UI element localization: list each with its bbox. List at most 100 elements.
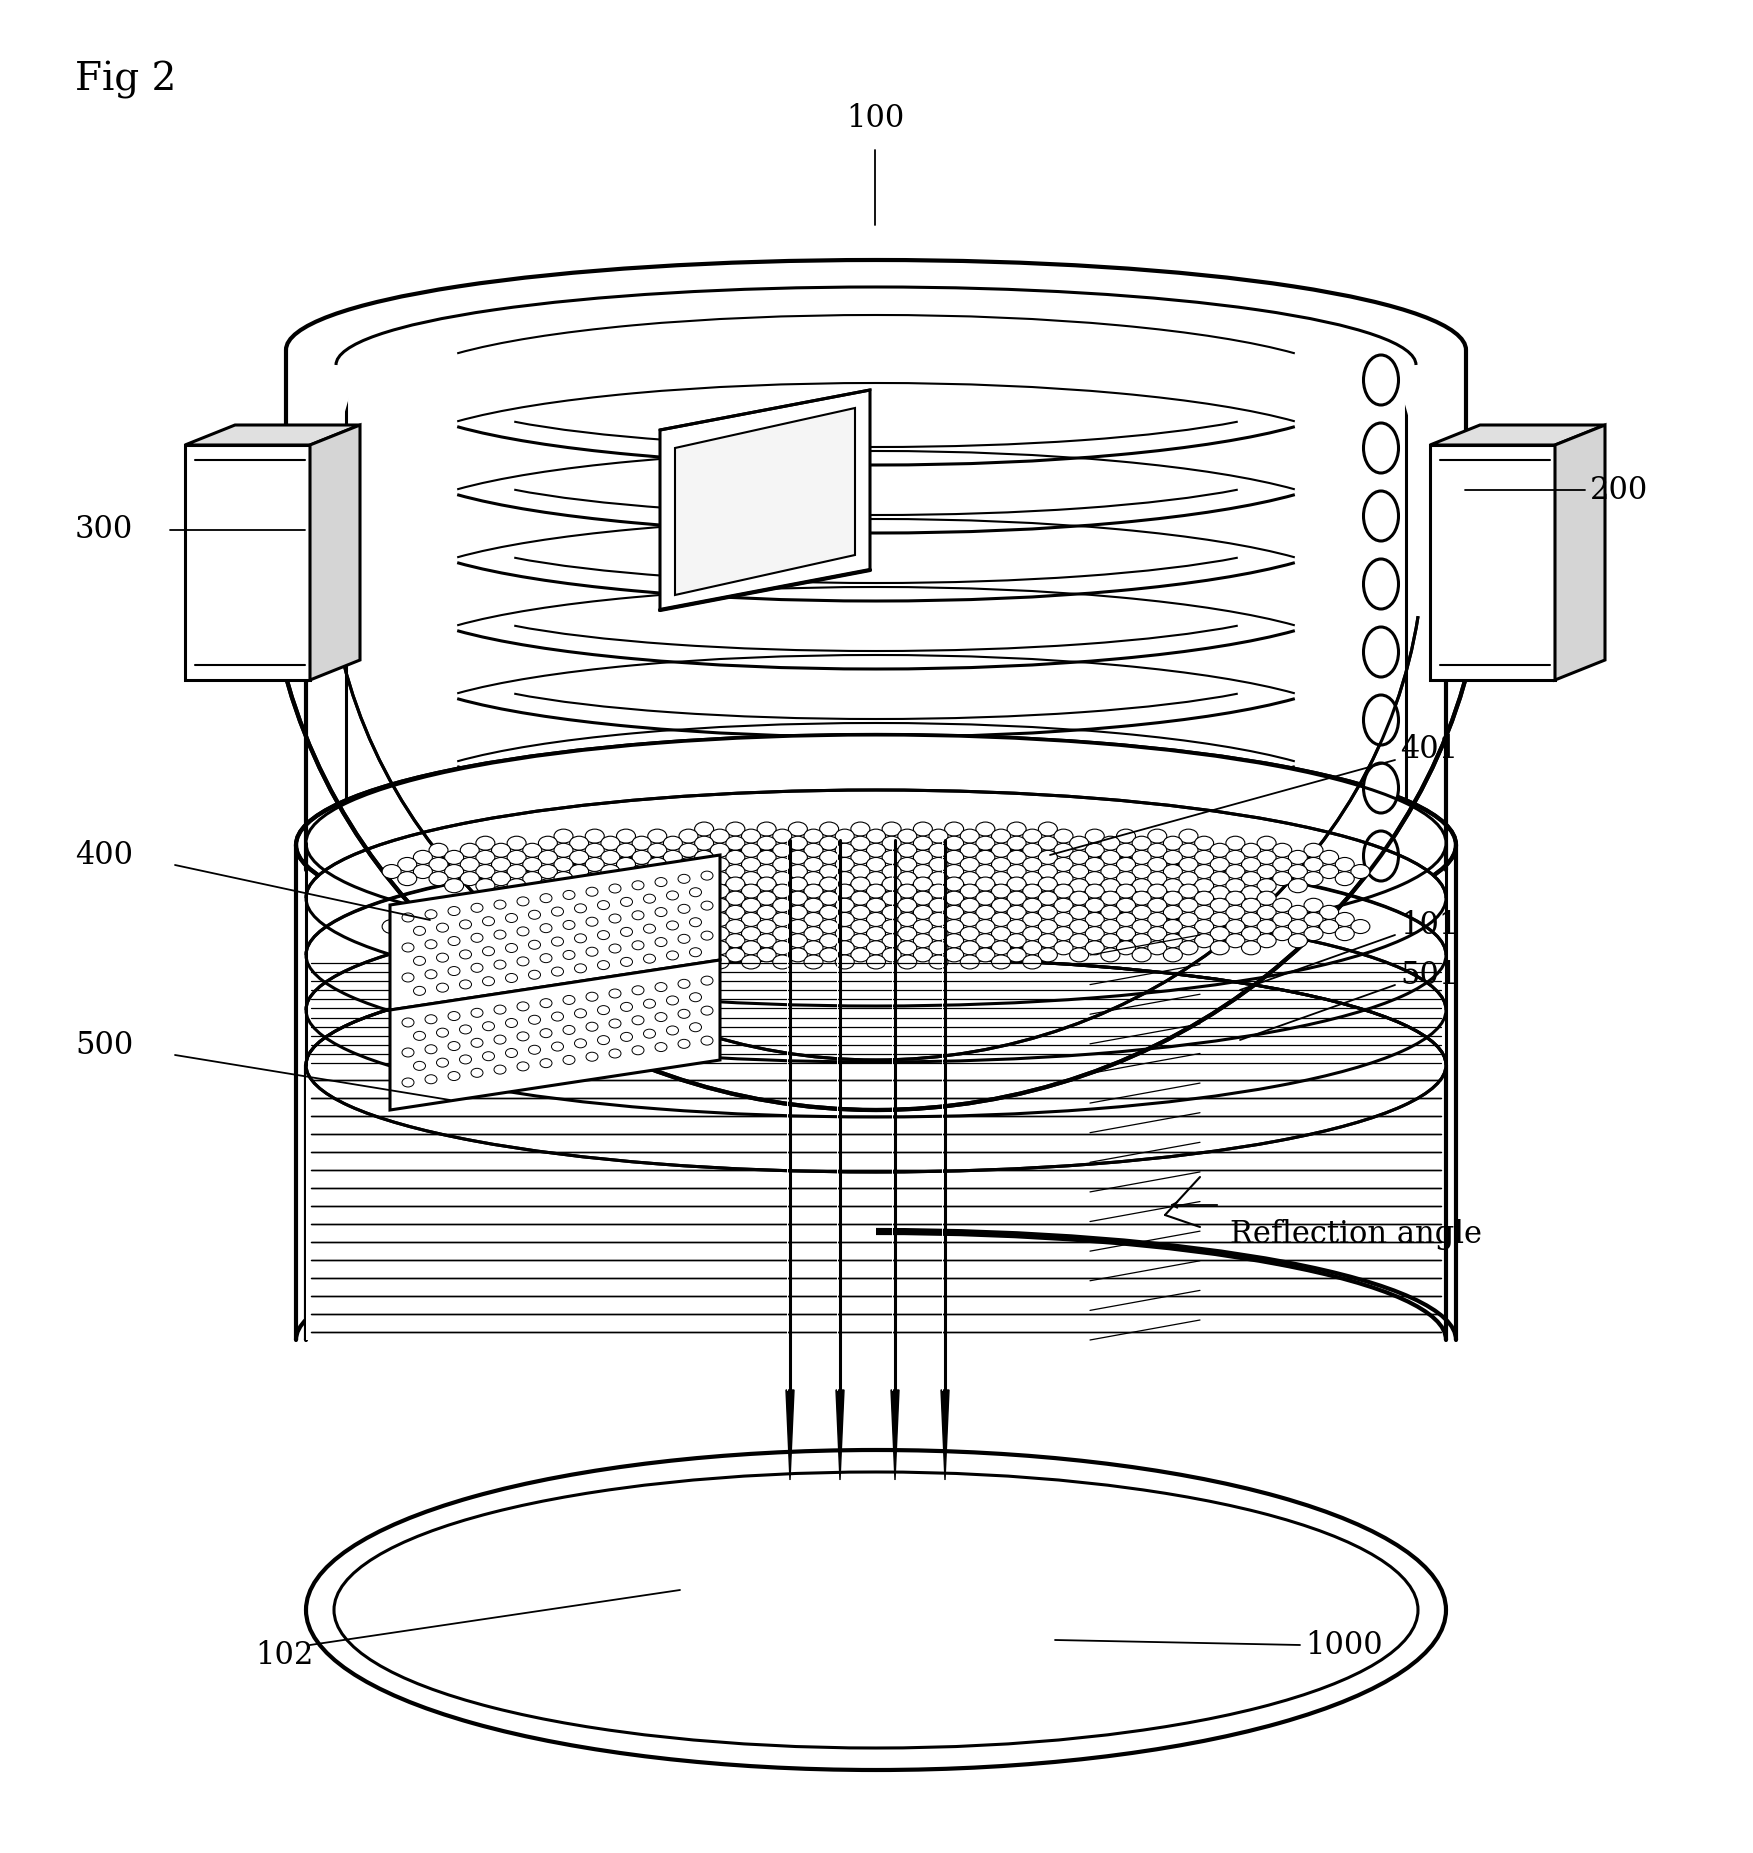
Ellipse shape (475, 878, 494, 893)
Ellipse shape (586, 917, 598, 926)
Ellipse shape (976, 836, 996, 851)
Ellipse shape (898, 901, 917, 914)
Ellipse shape (1288, 919, 1308, 934)
Ellipse shape (1148, 912, 1167, 926)
Ellipse shape (1132, 851, 1152, 863)
Ellipse shape (307, 1451, 1446, 1770)
Ellipse shape (649, 884, 666, 899)
Ellipse shape (850, 893, 869, 906)
Ellipse shape (689, 917, 701, 926)
Ellipse shape (929, 886, 948, 901)
Ellipse shape (429, 843, 449, 858)
Ellipse shape (643, 999, 656, 1008)
Ellipse shape (961, 886, 980, 901)
Ellipse shape (617, 843, 636, 858)
Ellipse shape (538, 865, 557, 878)
Ellipse shape (1364, 491, 1399, 541)
Ellipse shape (598, 960, 610, 969)
Ellipse shape (694, 906, 713, 919)
Ellipse shape (414, 851, 433, 863)
Ellipse shape (449, 906, 459, 915)
Ellipse shape (882, 891, 901, 906)
Ellipse shape (992, 858, 1010, 871)
Ellipse shape (586, 926, 605, 941)
Ellipse shape (850, 919, 869, 934)
Ellipse shape (992, 899, 1010, 912)
Ellipse shape (1085, 828, 1104, 843)
Polygon shape (186, 445, 310, 680)
Ellipse shape (789, 949, 808, 962)
Ellipse shape (1117, 926, 1136, 941)
Ellipse shape (913, 865, 933, 878)
Ellipse shape (601, 891, 621, 906)
Ellipse shape (414, 926, 426, 936)
Ellipse shape (1117, 899, 1136, 912)
Ellipse shape (1054, 941, 1073, 954)
Ellipse shape (1364, 626, 1399, 676)
Ellipse shape (538, 919, 557, 934)
Ellipse shape (1038, 949, 1057, 962)
Ellipse shape (742, 828, 761, 843)
Ellipse shape (929, 926, 948, 941)
Ellipse shape (540, 893, 552, 902)
Ellipse shape (540, 999, 552, 1008)
Text: 500: 500 (75, 1030, 133, 1060)
Ellipse shape (1180, 884, 1197, 899)
Ellipse shape (522, 941, 542, 954)
Ellipse shape (820, 823, 838, 836)
Ellipse shape (494, 901, 507, 910)
Ellipse shape (1117, 884, 1136, 899)
Ellipse shape (1273, 899, 1292, 912)
Ellipse shape (929, 941, 948, 954)
Ellipse shape (1069, 934, 1089, 947)
Ellipse shape (929, 871, 948, 886)
Ellipse shape (773, 899, 792, 912)
Ellipse shape (1085, 926, 1104, 941)
Ellipse shape (805, 871, 822, 886)
Ellipse shape (608, 990, 621, 999)
Ellipse shape (850, 836, 869, 851)
Ellipse shape (726, 876, 745, 891)
Ellipse shape (789, 919, 808, 934)
Ellipse shape (1336, 912, 1355, 926)
Ellipse shape (1022, 858, 1041, 871)
Ellipse shape (649, 926, 666, 941)
Ellipse shape (726, 949, 745, 962)
Ellipse shape (726, 851, 745, 863)
Ellipse shape (1117, 941, 1136, 954)
Ellipse shape (656, 1043, 666, 1051)
Ellipse shape (656, 878, 666, 886)
Ellipse shape (1148, 884, 1167, 899)
Ellipse shape (663, 949, 682, 962)
Ellipse shape (1273, 871, 1292, 886)
Ellipse shape (449, 1071, 459, 1080)
Ellipse shape (575, 964, 587, 973)
Ellipse shape (961, 912, 980, 926)
Ellipse shape (307, 789, 1446, 1006)
Ellipse shape (1117, 871, 1136, 886)
Ellipse shape (1008, 934, 1026, 947)
Ellipse shape (789, 851, 808, 863)
Ellipse shape (726, 893, 745, 906)
Ellipse shape (621, 926, 633, 936)
Ellipse shape (617, 871, 636, 886)
Ellipse shape (1069, 893, 1089, 906)
Ellipse shape (608, 884, 621, 893)
Ellipse shape (866, 828, 885, 843)
Ellipse shape (459, 1025, 472, 1034)
Ellipse shape (554, 941, 573, 954)
Ellipse shape (507, 891, 526, 906)
Ellipse shape (528, 971, 540, 978)
Ellipse shape (850, 865, 869, 878)
Ellipse shape (1194, 919, 1213, 934)
Ellipse shape (805, 954, 822, 969)
Ellipse shape (1241, 926, 1260, 941)
Ellipse shape (757, 949, 777, 962)
Ellipse shape (649, 871, 666, 886)
Ellipse shape (757, 836, 777, 851)
Ellipse shape (663, 878, 682, 893)
Ellipse shape (710, 901, 729, 914)
Ellipse shape (517, 956, 529, 965)
Ellipse shape (757, 878, 777, 893)
Ellipse shape (866, 858, 885, 871)
